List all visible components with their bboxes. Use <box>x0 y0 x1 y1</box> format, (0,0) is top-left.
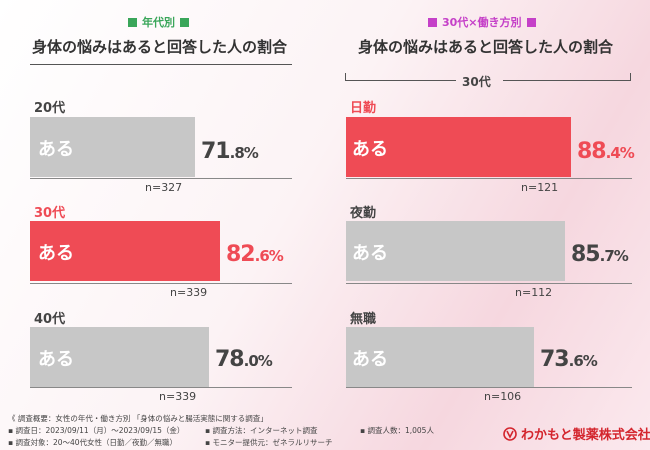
logo-mark-icon <box>503 426 517 441</box>
value-integer: 71 <box>201 139 231 164</box>
right-value-label: 88.4% <box>577 139 635 164</box>
footer-monitor-provider: ▪ モニター提供元：ゼネラルリサーチ <box>205 438 333 447</box>
right-tag-label: 30代×働き方別 <box>442 16 522 29</box>
value-decimal: .0% <box>243 352 273 370</box>
bar-text: ある <box>38 139 74 160</box>
right-tag-square-icon <box>526 17 536 27</box>
right-section-tag: 30代×働き方別 <box>428 14 536 30</box>
left-n-label: n=339 <box>170 286 208 299</box>
left-value-label: 78.0% <box>215 347 273 372</box>
right-value-label: 73.6% <box>540 347 598 372</box>
company-logo: わかもと製薬株式会社 <box>503 424 650 443</box>
left-row-baseline <box>30 178 292 179</box>
group-bracket-right <box>503 80 631 81</box>
left-category-label: 20代 <box>34 101 66 116</box>
right-value-label: 85.7% <box>571 242 629 267</box>
right-n-label: n=106 <box>484 390 522 403</box>
value-integer: 73 <box>540 347 570 372</box>
left-tag-label: 年代別 <box>142 16 175 29</box>
right-category-label: 無職 <box>350 312 377 327</box>
left-section-tag: 年代別 <box>128 14 189 30</box>
value-decimal: .7% <box>599 247 629 265</box>
value-decimal: .6% <box>254 247 284 265</box>
left-value-label: 82.6% <box>226 242 284 267</box>
left-tag-square-icon <box>180 17 189 27</box>
logo-text: わかもと製薬株式会社 <box>521 428 650 443</box>
right-n-label: n=112 <box>515 286 553 299</box>
footer-survey-date: ▪ 調査日：2023/09/11（月）～2023/09/15（金） <box>8 426 185 435</box>
left-bar-40s: ある <box>30 327 209 387</box>
right-row-baseline <box>346 178 632 179</box>
right-bar-night-shift: ある <box>346 221 565 281</box>
left-title-rule <box>30 64 292 65</box>
left-bar-20s: ある <box>30 117 195 177</box>
bar-text: ある <box>38 349 74 370</box>
value-decimal: .4% <box>605 144 635 162</box>
group-bracket-tick-right <box>630 73 631 81</box>
left-row-baseline <box>30 283 292 284</box>
right-chart-title: 身体の悩みはあると回答した人の割合 <box>358 38 614 56</box>
left-bar-30s: ある <box>30 221 220 281</box>
footer-survey-target: ▪ 調査対象：20～40代女性（日勤／夜勤／無職） <box>8 438 178 447</box>
group-bracket-tick-left <box>345 73 346 81</box>
right-tag-square-icon <box>428 17 437 27</box>
value-integer: 82 <box>226 242 256 267</box>
right-category-label: 日勤 <box>350 101 377 116</box>
right-row-baseline <box>346 387 632 388</box>
bar-text: ある <box>352 139 388 160</box>
value-decimal: .6% <box>568 352 598 370</box>
footer-survey-overview: 《 調査概要：女性の年代・働き方別 「身体の悩みと腸活実態に関する調査」 <box>8 414 268 423</box>
group-bracket-left <box>346 80 456 81</box>
left-n-label: n=327 <box>145 181 183 194</box>
left-category-label: 30代 <box>34 206 66 221</box>
right-bar-day-shift: ある <box>346 117 571 177</box>
value-integer: 85 <box>571 242 601 267</box>
right-row-baseline <box>346 283 632 284</box>
right-category-label: 夜勤 <box>350 206 377 221</box>
footer-survey-count: ▪ 調査人数：1,005人 <box>360 426 434 435</box>
bar-text: ある <box>352 243 388 264</box>
left-value-label: 71.8% <box>201 139 259 164</box>
bar-text: ある <box>38 243 74 264</box>
right-bar-unemployed: ある <box>346 327 534 387</box>
left-n-label: n=339 <box>159 390 197 403</box>
value-integer: 78 <box>215 347 245 372</box>
footer-survey-method: ▪ 調査方法：インターネット調査 <box>205 426 318 435</box>
left-tag-square-icon <box>128 17 137 27</box>
group-label: 30代 <box>462 75 491 89</box>
left-row-baseline <box>30 387 292 388</box>
right-n-label: n=121 <box>521 181 559 194</box>
bar-text: ある <box>352 349 388 370</box>
left-category-label: 40代 <box>34 312 66 327</box>
left-chart-title: 身体の悩みはあると回答した人の割合 <box>32 38 288 56</box>
value-decimal: .8% <box>229 144 259 162</box>
value-integer: 88 <box>577 139 607 164</box>
